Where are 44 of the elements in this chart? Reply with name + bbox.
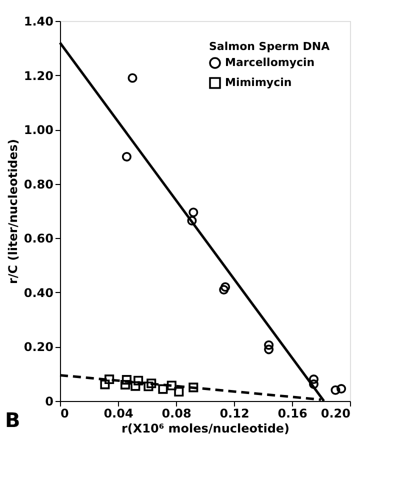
y-tick-label: 0.20 xyxy=(24,340,54,354)
point xyxy=(166,380,176,390)
y-tick-label: 1.40 xyxy=(24,14,54,28)
point xyxy=(128,73,138,83)
y-tick-label: 0.60 xyxy=(24,232,54,246)
point xyxy=(120,380,130,390)
text: B xyxy=(5,408,20,432)
point xyxy=(144,382,154,392)
point xyxy=(134,376,144,386)
x-tick-label: 0.20 xyxy=(320,406,350,420)
point xyxy=(336,384,346,394)
x-tick-label: 0.16 xyxy=(278,406,308,420)
point xyxy=(188,208,198,218)
y-tick-label: 0.40 xyxy=(24,286,54,300)
point xyxy=(122,152,132,162)
x-tick-label: 0.04 xyxy=(104,406,134,420)
y-tick-label: 1.00 xyxy=(24,123,54,138)
legend-title: Salmon Sperm DNA xyxy=(209,40,330,53)
y-tick-label: 1.20 xyxy=(24,68,54,83)
x-tick-label: 0.12 xyxy=(220,406,250,420)
legend-label: Marcellomycin xyxy=(225,56,315,69)
point xyxy=(308,374,319,384)
x-tick-label: 0.08 xyxy=(162,406,192,420)
point xyxy=(104,374,114,384)
point xyxy=(264,340,274,350)
point xyxy=(174,387,184,397)
point xyxy=(330,385,340,395)
point xyxy=(158,384,168,394)
point xyxy=(122,375,132,385)
point xyxy=(264,344,274,354)
point xyxy=(100,380,110,390)
legend-label: Mimimycin xyxy=(225,76,292,89)
y-tick-label: 0.80 xyxy=(24,177,54,192)
point xyxy=(188,382,198,392)
y-tick-label: 0 xyxy=(45,394,54,408)
x-axis-title: r(X10⁶ moles/nucleotide) xyxy=(121,422,290,436)
point xyxy=(146,378,156,388)
point xyxy=(308,379,319,389)
point xyxy=(220,282,230,292)
point xyxy=(130,381,140,391)
point xyxy=(219,284,229,294)
point xyxy=(187,216,197,226)
x-tick-label: 0 xyxy=(60,406,69,420)
y-axis-title: r/C (liter/nucleotides) xyxy=(6,138,20,284)
